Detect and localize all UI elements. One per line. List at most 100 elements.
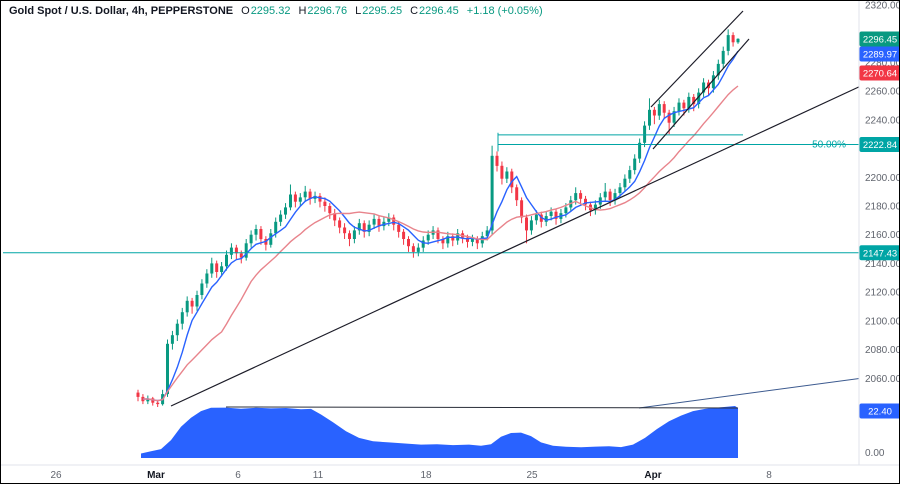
candle-body bbox=[721, 50, 725, 64]
time-axis-label[interactable]: 26 bbox=[50, 470, 62, 481]
candle-body bbox=[603, 191, 607, 198]
candle-body bbox=[510, 171, 514, 188]
time-axis-label[interactable]: 18 bbox=[420, 470, 432, 481]
candle-body bbox=[136, 392, 140, 397]
candle-body bbox=[372, 218, 376, 225]
channel-upper-line[interactable] bbox=[650, 10, 744, 108]
candle-body bbox=[446, 236, 450, 244]
price-tick-label: 2260.00 bbox=[865, 87, 900, 98]
candle-body bbox=[702, 82, 706, 93]
candle-body bbox=[726, 35, 730, 51]
indicator-area[interactable] bbox=[141, 406, 738, 458]
candle-body bbox=[318, 195, 322, 202]
high-value: 2296.76 bbox=[307, 5, 348, 17]
candle-body bbox=[613, 193, 617, 201]
candle-body bbox=[672, 111, 676, 123]
candle-body bbox=[185, 300, 189, 313]
time-axis-label[interactable]: 6 bbox=[235, 470, 241, 481]
open-label: O bbox=[241, 5, 250, 17]
price-badge-label: 2147.43 bbox=[863, 248, 897, 259]
candle-body bbox=[229, 247, 233, 255]
candle-body bbox=[490, 155, 494, 231]
time-axis-label[interactable]: Mar bbox=[147, 470, 165, 481]
candle-body bbox=[475, 239, 479, 244]
candle-body bbox=[500, 165, 504, 179]
candle-body bbox=[175, 323, 179, 336]
price-badge bbox=[859, 65, 899, 81]
price-badge bbox=[859, 46, 899, 62]
low-value: 2295.25 bbox=[362, 5, 403, 17]
candle-body bbox=[259, 229, 263, 240]
candle-body bbox=[584, 198, 587, 205]
channel-lower-line[interactable] bbox=[652, 38, 750, 150]
candle-body bbox=[411, 246, 415, 252]
ma-fast-line[interactable] bbox=[142, 50, 739, 402]
candle-body bbox=[298, 197, 302, 202]
candle-body bbox=[662, 104, 666, 113]
candle-body bbox=[677, 102, 681, 112]
ohlc-close: C2296.45 bbox=[410, 5, 459, 17]
candle-body bbox=[269, 233, 273, 245]
candle-body bbox=[249, 234, 253, 244]
candle-body bbox=[284, 207, 287, 215]
indicator-level-line[interactable] bbox=[225, 406, 739, 409]
candle-body bbox=[549, 211, 553, 216]
candle-body bbox=[220, 266, 224, 272]
candle-body bbox=[495, 155, 499, 166]
candle-body bbox=[234, 247, 238, 254]
candle-body bbox=[328, 206, 332, 214]
candle-body bbox=[210, 263, 214, 274]
time-axis-label[interactable]: 25 bbox=[526, 470, 538, 481]
uptrend-line[interactable] bbox=[170, 84, 864, 407]
candle-body bbox=[377, 218, 381, 227]
price-tick-label: 2240.00 bbox=[865, 115, 900, 126]
candle-body bbox=[643, 125, 647, 143]
candle-body bbox=[441, 239, 445, 244]
candle-body bbox=[652, 109, 656, 116]
candle-body bbox=[293, 194, 297, 202]
candle-body bbox=[667, 112, 671, 123]
candle-body bbox=[657, 104, 661, 116]
time-axis-label[interactable]: 8 bbox=[766, 470, 772, 481]
symbol-title[interactable]: Gold Spot / U.S. Dollar, 4h, PEPPERSTONE bbox=[9, 5, 234, 17]
price-badge-label: 2222.84 bbox=[863, 140, 897, 151]
candle-body bbox=[333, 213, 337, 221]
time-axis-label[interactable]: 11 bbox=[313, 470, 324, 481]
candle-body bbox=[485, 230, 489, 237]
time-axis[interactable] bbox=[1, 465, 900, 484]
high-label: H bbox=[298, 5, 307, 17]
time-axis-label[interactable]: Apr bbox=[644, 470, 661, 481]
chart-legend: Gold Spot / U.S. Dollar, 4h, PEPPERSTONE… bbox=[9, 5, 543, 17]
price-badge-label: 2289.97 bbox=[863, 50, 897, 61]
price-tick-label: 2180.00 bbox=[865, 202, 900, 213]
price-tick-label: 2160.00 bbox=[865, 230, 900, 241]
ohlc-high: H2296.76 bbox=[298, 5, 347, 17]
candle-body bbox=[392, 217, 396, 225]
candle-body bbox=[451, 236, 455, 241]
secondary-trend-line[interactable] bbox=[638, 377, 864, 409]
candle-body bbox=[200, 283, 204, 295]
price-badge bbox=[859, 245, 899, 261]
price-tick-label: 2280.00 bbox=[865, 58, 900, 69]
candle-body bbox=[239, 253, 243, 258]
price-badge bbox=[859, 137, 899, 152]
candle-body bbox=[593, 204, 597, 211]
candle-body bbox=[303, 191, 307, 198]
candle-body bbox=[426, 234, 430, 241]
price-tick-label: 2120.00 bbox=[865, 288, 900, 299]
candle-body bbox=[352, 230, 356, 239]
candle-body bbox=[367, 224, 371, 232]
candle-body bbox=[244, 243, 248, 258]
ma-slow-line[interactable] bbox=[142, 85, 739, 402]
price-tick-label: 2320.00 bbox=[865, 1, 900, 12]
candle-body bbox=[554, 211, 558, 219]
candle-body bbox=[323, 201, 327, 206]
fib-percent-label: 50.00% bbox=[812, 140, 846, 151]
price-badge bbox=[859, 31, 899, 47]
candle-body bbox=[697, 92, 701, 105]
candle-body bbox=[190, 300, 194, 307]
ohlc-open: O2295.32 bbox=[241, 5, 290, 17]
candle-body bbox=[534, 214, 538, 221]
candle-body bbox=[156, 402, 160, 405]
